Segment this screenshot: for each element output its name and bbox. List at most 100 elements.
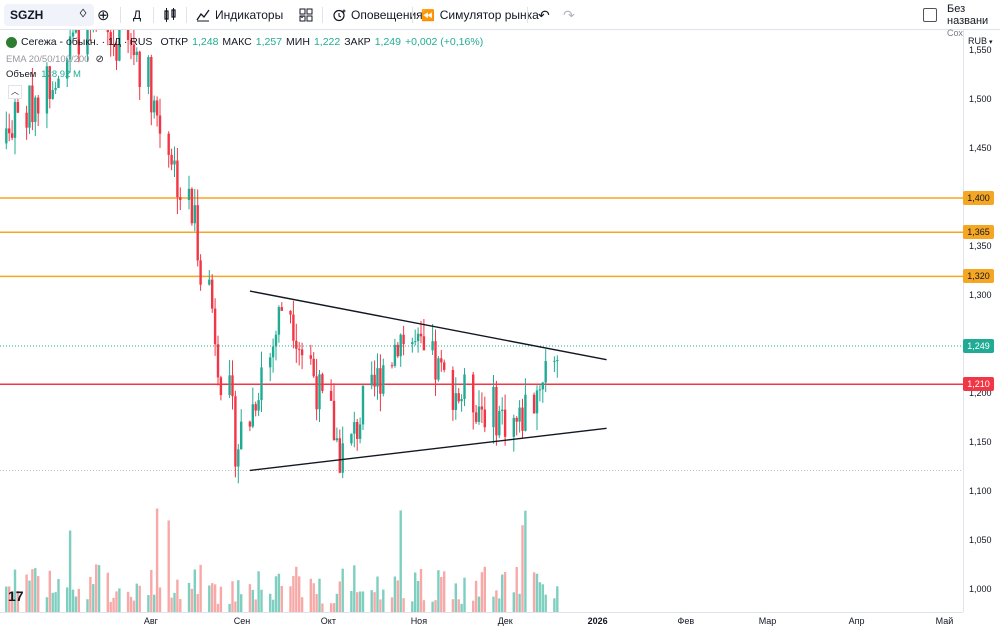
volume-legend[interactable]: Объем 128,92 M [6, 69, 81, 80]
candle-body [443, 362, 446, 370]
candle-body [231, 375, 234, 397]
volume-bar [512, 592, 515, 612]
volume-bar [158, 587, 162, 612]
candle-body [118, 30, 121, 61]
candle-body [318, 374, 321, 410]
candle-body [71, 32, 75, 37]
triangle-trendline-upper [249, 290, 607, 361]
legend-title[interactable]: Сегежа - обыкн. · 1Д · RUS [21, 36, 153, 48]
candle-body [57, 78, 60, 89]
volume-bar [440, 576, 443, 612]
candle-body [434, 341, 437, 380]
volume-bar [382, 589, 385, 612]
candle-body [501, 409, 504, 411]
volume-bar [454, 583, 457, 612]
volume-bar [153, 594, 156, 612]
currency-selector[interactable]: RUB ▾ [963, 36, 1000, 46]
candle-body [483, 409, 486, 428]
candle-body [295, 340, 298, 349]
candle-body [321, 374, 324, 391]
templates-button[interactable] [299, 5, 313, 25]
candle-body [68, 36, 72, 60]
collapse-legend-button[interactable]: ︿ [8, 85, 22, 99]
undo-button[interactable]: ↶ [538, 5, 550, 25]
candle-body [167, 133, 170, 155]
volume-bar [257, 571, 260, 612]
candle-body [54, 88, 57, 90]
candle-body [31, 85, 34, 123]
candle-body [74, 30, 78, 33]
volume-bar [361, 591, 365, 612]
candle-body [396, 344, 399, 357]
volume-bar [457, 599, 460, 612]
chevron-down-icon: ▾ [989, 39, 993, 46]
candle-body [132, 44, 136, 56]
volume-bar [251, 589, 254, 612]
candle-body [541, 382, 544, 390]
chart-type-button[interactable] [163, 5, 177, 25]
volume-bar [477, 596, 481, 612]
tradingview-logo-icon[interactable]: 17 [8, 588, 24, 604]
candle-body [477, 406, 481, 422]
trendlines[interactable] [249, 290, 607, 472]
volume-bar [66, 587, 69, 612]
redo-button[interactable]: ↷ [563, 5, 575, 25]
candle-body [153, 100, 156, 113]
price-scale[interactable] [963, 30, 1000, 612]
volume-bar [274, 576, 278, 612]
chevron-up-icon: ︿ [11, 87, 19, 96]
volume-bar [356, 592, 359, 612]
time-tick-label: 2026 [587, 616, 608, 626]
time-axis[interactable] [0, 612, 963, 630]
volume-bar [106, 572, 109, 612]
legend-low: 1,222 [313, 36, 341, 48]
volume-bar [396, 580, 399, 612]
candle-body [416, 333, 420, 342]
time-tick-label: Апр [848, 616, 865, 626]
horizontal-levels[interactable] [0, 197, 963, 385]
volume-bar [390, 597, 394, 612]
indicators-button[interactable]: Индикаторы ⌄ [196, 5, 306, 25]
symbol-search[interactable]: SGZH ♢ [4, 4, 94, 26]
add-symbol-button[interactable]: ⊕ [97, 5, 110, 25]
candle-body [219, 377, 223, 396]
ema-legend[interactable]: EMA 20/50/100/200 ⊘ [6, 54, 104, 65]
volume-bar [321, 603, 324, 612]
eye-off-icon[interactable]: ⊘ [95, 54, 104, 65]
time-tick-label: Мар [758, 616, 777, 626]
layout-checkbox[interactable] [923, 8, 937, 22]
candle-body [538, 389, 542, 391]
price-chart[interactable] [0, 30, 963, 612]
volume-bar [521, 525, 524, 612]
volume-bar [213, 584, 217, 612]
volume-bar [126, 591, 130, 612]
gem-icon[interactable]: ♢ [78, 8, 88, 20]
time-tick-label: Окт [320, 616, 336, 626]
volume-bar [89, 576, 92, 612]
legend-high-label: МАКС [222, 36, 252, 48]
redo-icon: ↷ [563, 6, 575, 23]
price-tick-label: 1,100 [969, 486, 992, 496]
candle-body [115, 44, 118, 61]
level-price-tag: 1,400 [963, 191, 994, 205]
interval-button[interactable]: Д [133, 5, 141, 25]
volume-bar [289, 586, 292, 612]
candle-body [5, 128, 8, 144]
candle-body [138, 51, 141, 87]
candle-body [411, 342, 414, 345]
volume-bar [28, 580, 31, 612]
candle-body [129, 40, 133, 45]
replay-button[interactable]: ⏪ Симулятор рынка [421, 5, 539, 25]
volume-bars [5, 508, 559, 612]
candle-body [25, 112, 28, 128]
volume-bar [437, 570, 440, 612]
volume-bar [376, 576, 379, 612]
volume-bar [54, 592, 57, 612]
volume-bar [237, 580, 240, 612]
candle-body [350, 433, 353, 444]
volume-value: 128,92 M [41, 69, 81, 80]
candle-body [269, 357, 272, 368]
volume-bar [77, 588, 80, 612]
alerts-button[interactable]: Оповещения [332, 5, 423, 25]
volume-bar [216, 603, 220, 612]
